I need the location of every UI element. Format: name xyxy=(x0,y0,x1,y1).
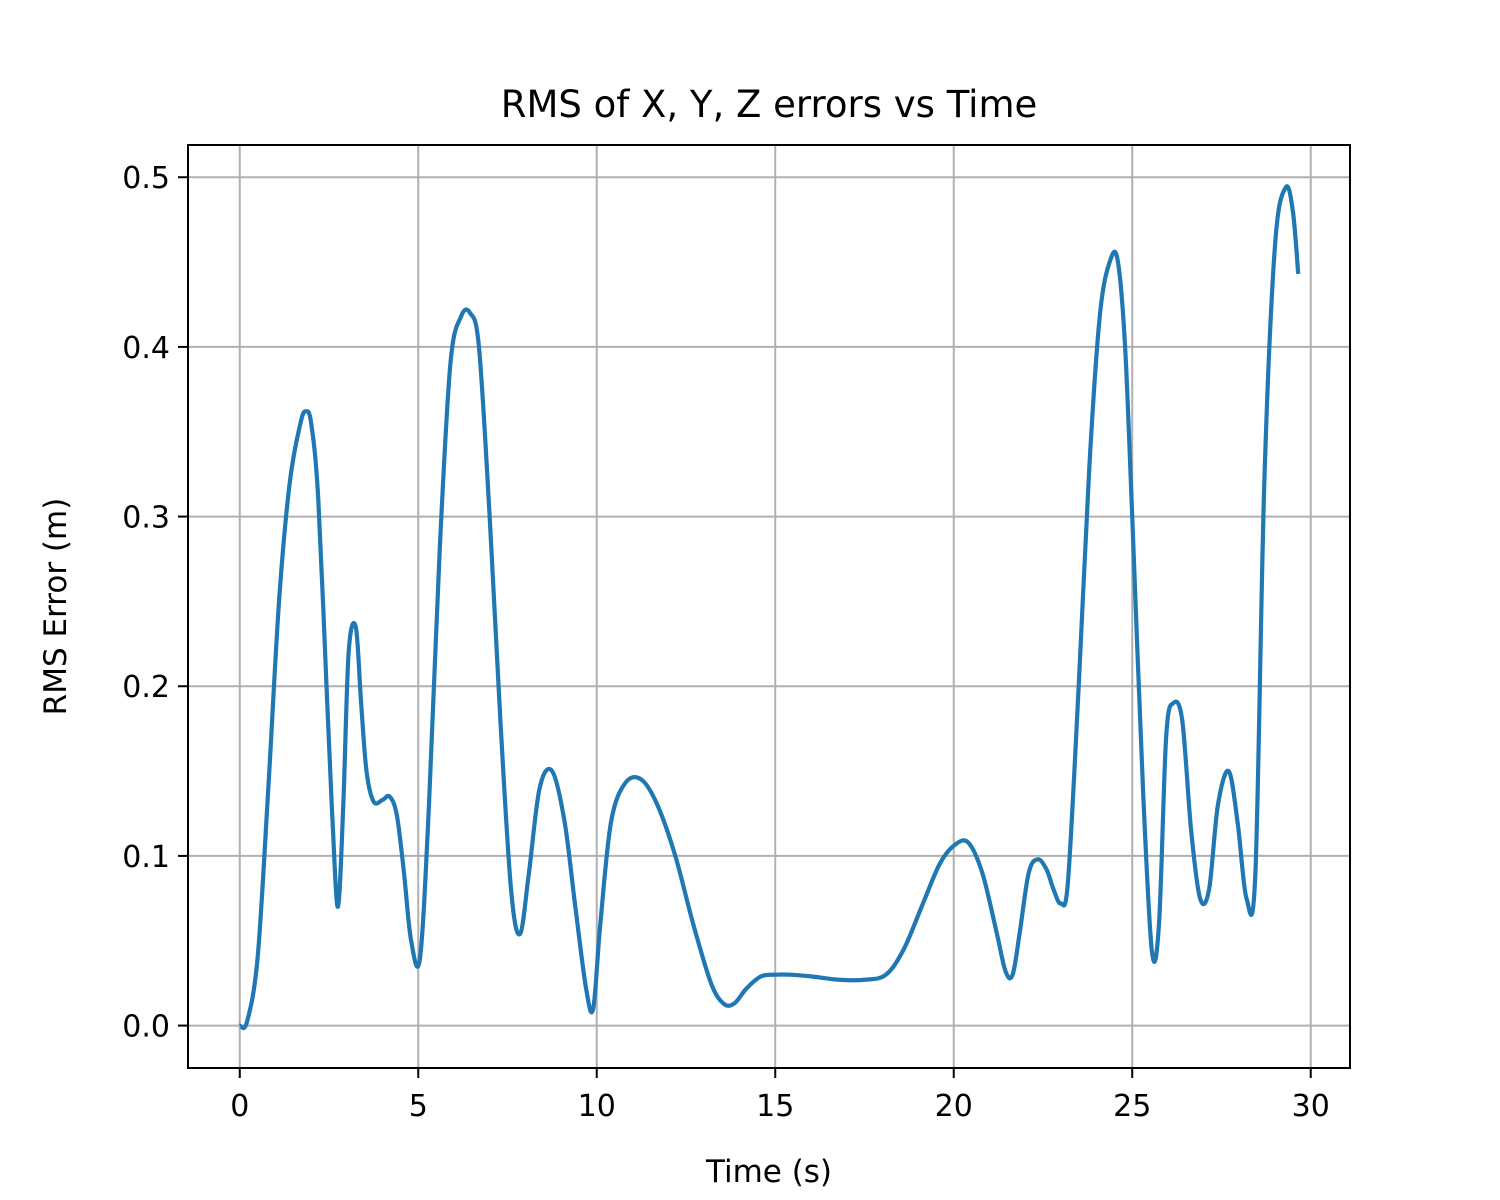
chart-title: RMS of X, Y, Z errors vs Time xyxy=(501,83,1038,126)
y-tick-label: 0.2 xyxy=(122,670,170,705)
y-tick-label: 0.1 xyxy=(122,840,170,875)
x-tick-label: 15 xyxy=(756,1089,794,1124)
x-axis-label: Time (s) xyxy=(705,1154,832,1190)
y-tick-label: 0.0 xyxy=(122,1010,170,1045)
x-tick-label: 10 xyxy=(578,1089,616,1124)
x-tick-label: 0 xyxy=(230,1089,249,1124)
y-tick-label: 0.5 xyxy=(122,161,170,196)
y-tick-label: 0.4 xyxy=(122,331,170,366)
x-tick-label: 25 xyxy=(1113,1089,1151,1124)
axes-frame xyxy=(187,144,1351,1069)
series-line xyxy=(237,184,1301,1031)
plot-lines xyxy=(237,184,1301,1031)
grid xyxy=(188,145,1350,1068)
y-axis-label: RMS Error (m) xyxy=(38,498,74,716)
y-tick-label: 0.3 xyxy=(122,501,170,536)
x-tick-label: 30 xyxy=(1292,1089,1330,1124)
x-tick-label: 20 xyxy=(935,1089,973,1124)
x-tick-label: 5 xyxy=(409,1089,428,1124)
ticks: 0 5 10 15 20 25 30 0.0 0.1 0.2 0.3 0.4 0.5 xyxy=(122,161,1330,1124)
